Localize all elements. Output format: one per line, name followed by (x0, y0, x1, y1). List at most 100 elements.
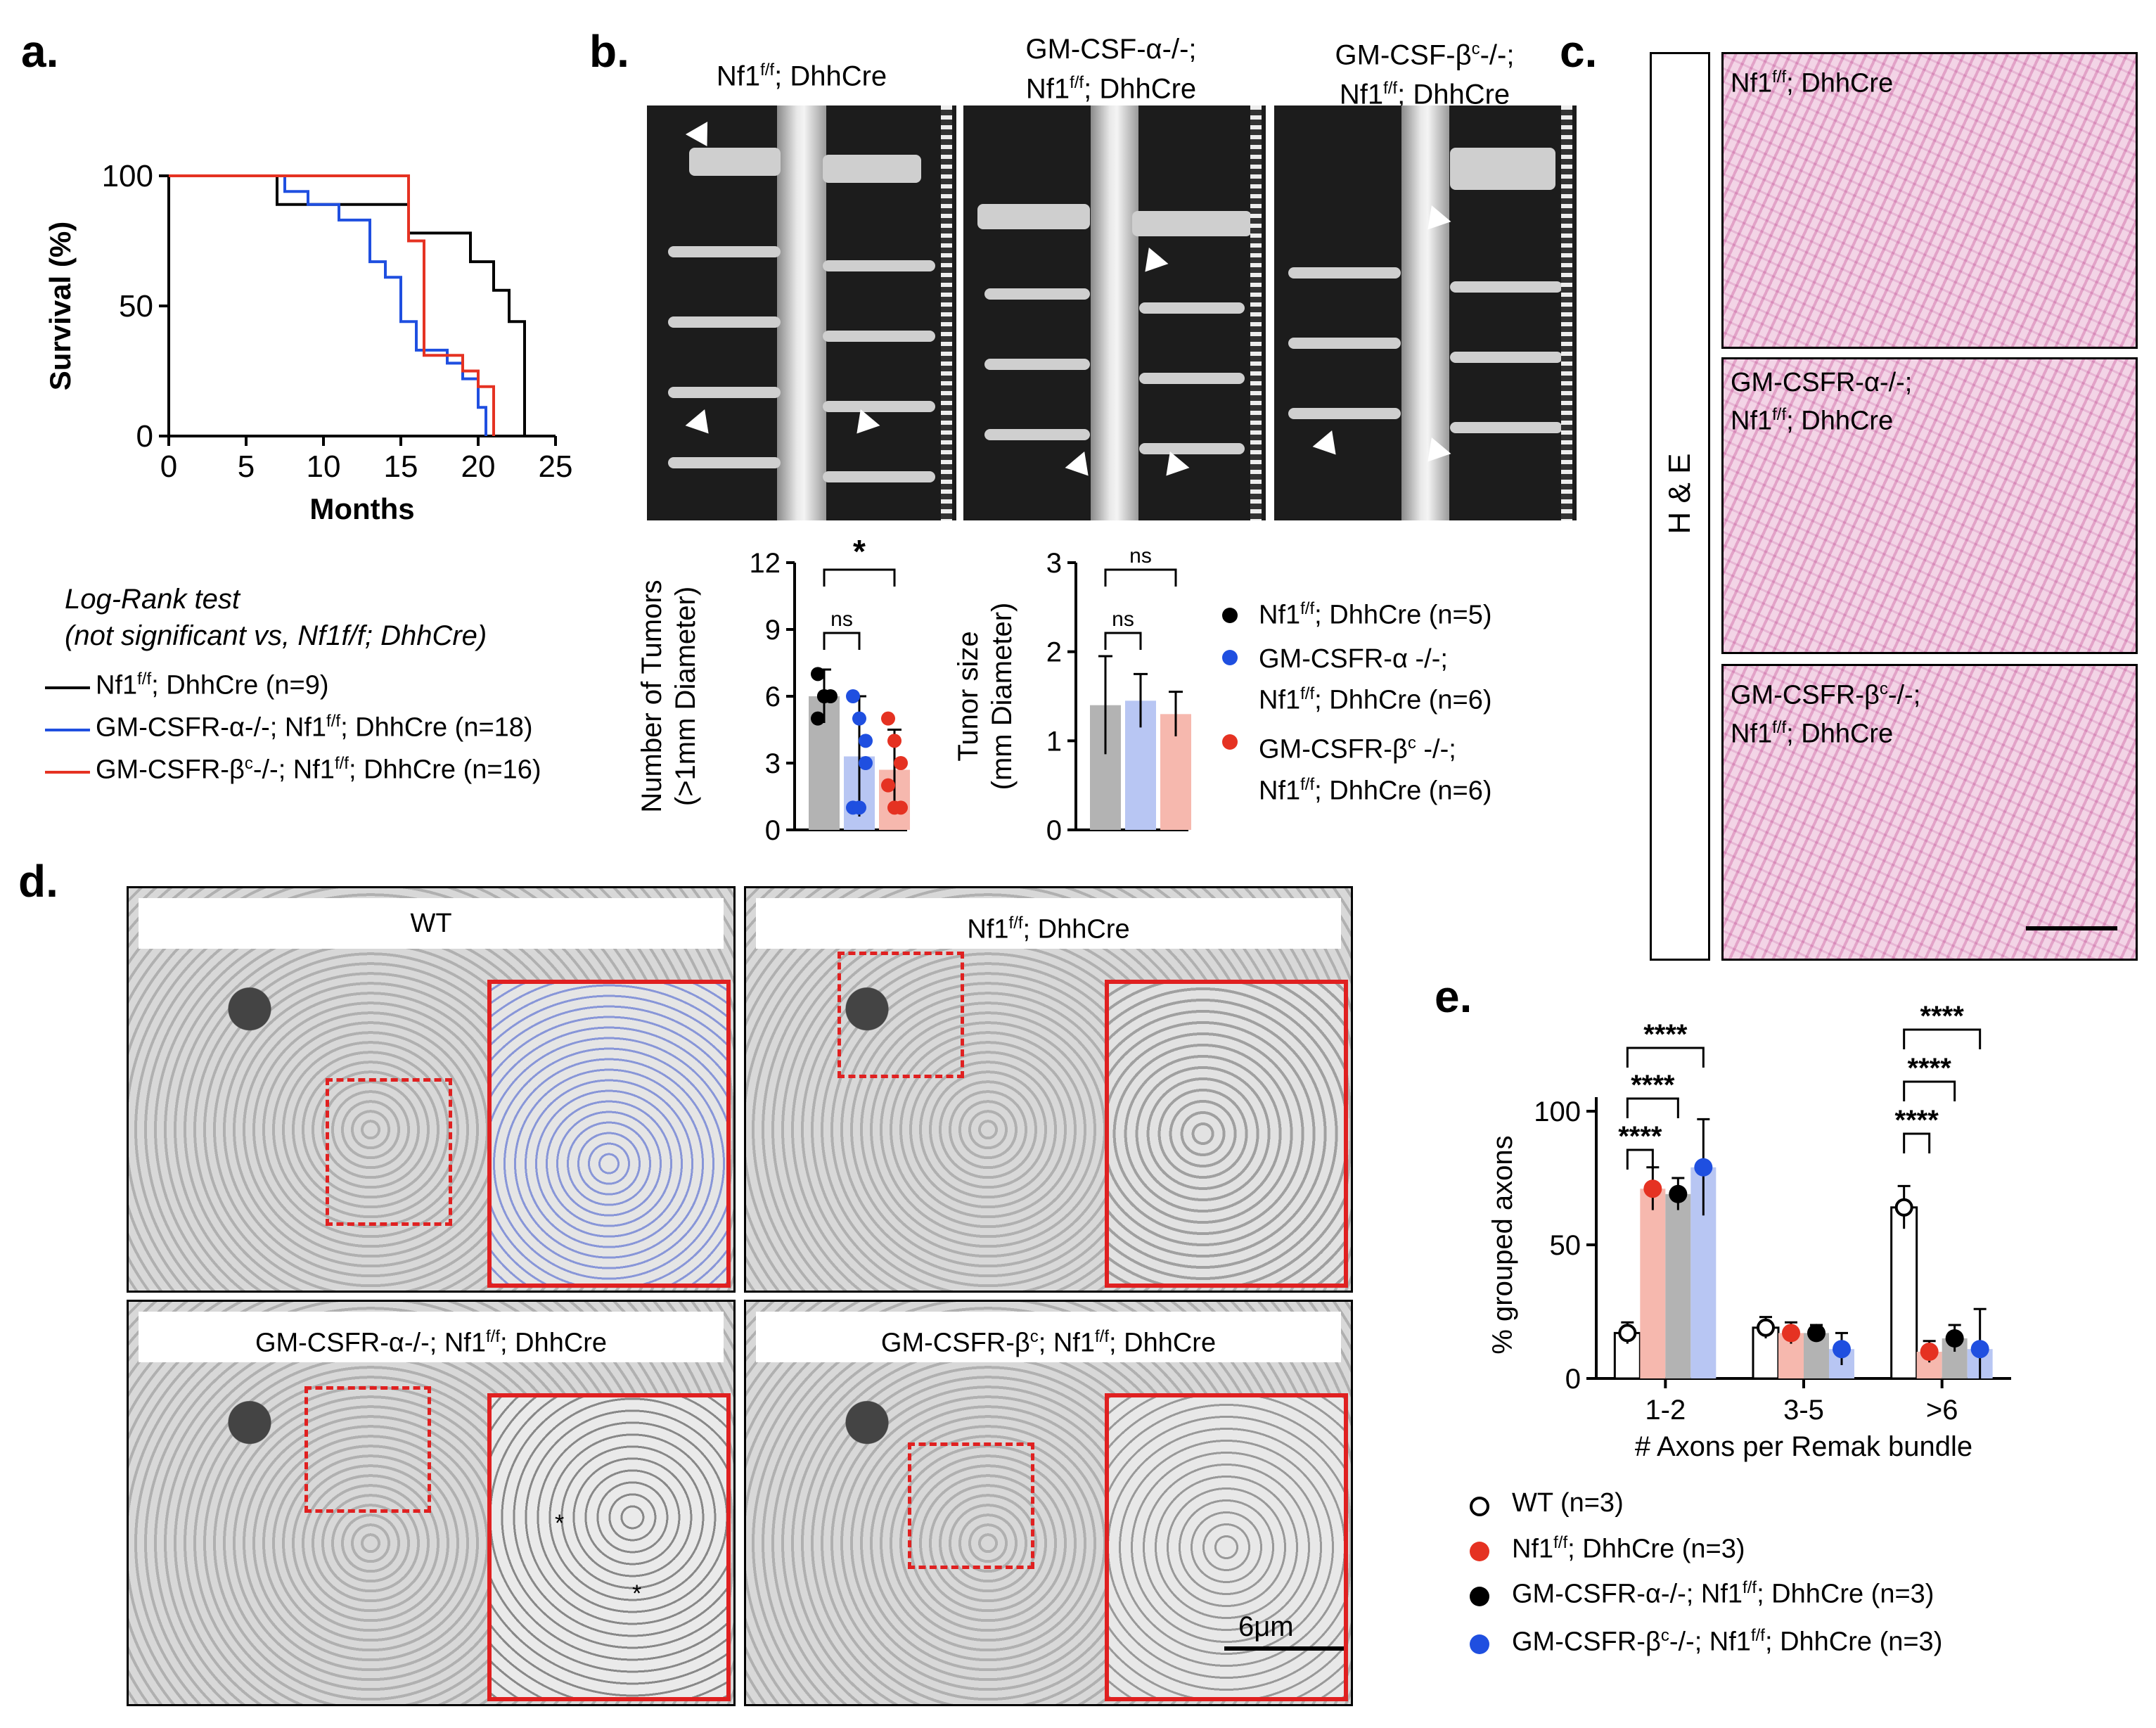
bar (1890, 1206, 1918, 1380)
legend-swatch-black (45, 686, 90, 689)
inset-marker (326, 1078, 452, 1226)
data-point (894, 800, 908, 815)
legend-dot-black (1222, 608, 1238, 623)
asterisk-mark: * (632, 1580, 642, 1607)
y-tick-label: 3 (765, 748, 781, 779)
data-point (1894, 1198, 1913, 1217)
data-point (1782, 1324, 1800, 1343)
scale-bar (2026, 926, 2117, 930)
significance-bracket (1903, 1028, 1982, 1049)
data-point (1694, 1158, 1713, 1177)
em-image-beta: GM-CSFR-βc; Nf1f/f; DhhCre 6μm (744, 1300, 1353, 1706)
significance-label: **** (1895, 1105, 1939, 1136)
y-axis-label: (>1mm Diameter) (670, 587, 701, 806)
x-tick-label: 3-5 (1783, 1395, 1824, 1426)
logrank-title: Log-Rank test (65, 584, 240, 615)
data-point (1669, 1184, 1688, 1203)
data-point (852, 800, 866, 815)
x-tick-label: 5 (238, 449, 255, 484)
survival-curve (169, 174, 495, 436)
legend-item-alpha: GM-CSFR-α-/-; Nf1f/f; DhhCre (n=3) (1512, 1578, 1934, 1609)
inset-marker (908, 1442, 1034, 1569)
legend-dot-blue (1470, 1634, 1489, 1654)
legend-dot-red (1222, 734, 1238, 750)
x-tick-label: 20 (461, 449, 496, 484)
significance-label: **** (1908, 1053, 1952, 1084)
survival-curve (169, 174, 526, 436)
legend-item-beta: GM-CSFR-βc-/-; Nf1f/f; DhhCre (n=3) (1512, 1626, 1943, 1657)
y-tick-label: 0 (136, 419, 153, 454)
legend-item-beta: GM-CSFR-βc -/-; Nf1f/f; DhhCre (n=6) (1259, 734, 1492, 806)
asterisk-mark: * (555, 1510, 565, 1537)
scale-bar-label: 6μm (1238, 1611, 1294, 1642)
em-title: GM-CSFR-βc; Nf1f/f; DhhCre (756, 1312, 1341, 1362)
bar (1665, 1193, 1691, 1378)
significance-label: **** (1631, 1070, 1675, 1101)
data-point (1807, 1324, 1825, 1343)
significance-label: **** (1643, 1019, 1688, 1050)
x-tick-label: 25 (539, 449, 573, 484)
em-image-wt: WT (127, 886, 736, 1293)
legend-item-nf1: Nf1f/f; DhhCre (n=3) (1512, 1533, 1745, 1564)
data-point (887, 734, 901, 748)
spinal-cord-photo-3 (1274, 105, 1577, 520)
y-tick-label: 3 (1046, 548, 1062, 579)
significance-label: ns (830, 608, 853, 631)
significance-label: **** (1920, 1001, 1965, 1032)
y-axis-label: Survival (%) (44, 222, 77, 390)
data-point (1643, 1179, 1662, 1198)
inset-marker (838, 952, 964, 1078)
y-axis-label: % grouped axons (1487, 1135, 1518, 1354)
logrank-note: (not significant vs, Nf1f/f; DhhCre) (65, 620, 487, 651)
x-tick-label: >6 (1926, 1395, 1958, 1426)
panel-letter-b: b. (589, 26, 629, 77)
legend-swatch-red (45, 771, 90, 774)
panel-letter-a: a. (21, 26, 59, 77)
scale-bar (1224, 1646, 1344, 1651)
em-title: Nf1f/f; DhhCre (756, 898, 1341, 949)
em-image-alpha: GM-CSFR-α-/-; Nf1f/f; DhhCre * * (127, 1300, 736, 1706)
he-side-label: H & E (1662, 453, 1697, 535)
y-tick-label: 0 (1565, 1364, 1581, 1395)
significance-bracket (1104, 568, 1177, 587)
data-point (817, 689, 831, 703)
significance-bracket (1903, 1132, 1931, 1153)
inset-zoom (1105, 980, 1348, 1288)
y-tick-label: 50 (119, 289, 153, 324)
spinal-cord-photo-2 (963, 105, 1266, 520)
y-tick-label: 9 (765, 615, 781, 646)
photo-title-1: Nf1f/f; DhhCre (716, 60, 887, 92)
legend-dot-blue (1222, 650, 1238, 665)
data-point (894, 756, 908, 770)
legend-dot-red (1470, 1542, 1489, 1561)
legend-swatch-blue (45, 729, 90, 731)
x-tick-label: 15 (384, 449, 418, 484)
em-title: WT (139, 898, 724, 949)
y-axis-label: Tunor size (953, 631, 984, 761)
data-point (859, 734, 873, 748)
x-axis-label: # Axons per Remak bundle (1635, 1431, 1972, 1462)
y-tick-label: 0 (765, 815, 781, 844)
panel-letter-c: c. (1560, 26, 1598, 77)
significance-bracket (1626, 1148, 1654, 1170)
arrowhead-icon (1156, 451, 1190, 485)
data-point (811, 711, 825, 726)
data-point (811, 667, 825, 681)
y-axis-label: (mm Diameter) (987, 603, 1018, 791)
legend-item-wt: WT (n=3) (1512, 1488, 1624, 1518)
legend-item-nf1: Nf1f/f; DhhCre (n=5) (1259, 599, 1492, 630)
significance-bracket (1626, 1047, 1705, 1068)
y-tick-label: 50 (1550, 1230, 1581, 1261)
y-tick-label: 6 (765, 681, 781, 712)
arrowhead-icon (1312, 430, 1346, 463)
x-tick-label: 0 (160, 449, 177, 484)
y-tick-label: 100 (1534, 1096, 1581, 1127)
inset-zoom: * * (487, 1393, 731, 1701)
legend-item-nf1: Nf1f/f; DhhCre (n=9) (96, 670, 329, 700)
significance-bracket (823, 568, 896, 587)
panel-letter-e: e. (1435, 971, 1472, 1022)
significance-bracket (1903, 1080, 1956, 1101)
significance-bracket (823, 632, 861, 650)
data-point (846, 689, 860, 703)
y-tick-label: 2 (1046, 637, 1062, 668)
